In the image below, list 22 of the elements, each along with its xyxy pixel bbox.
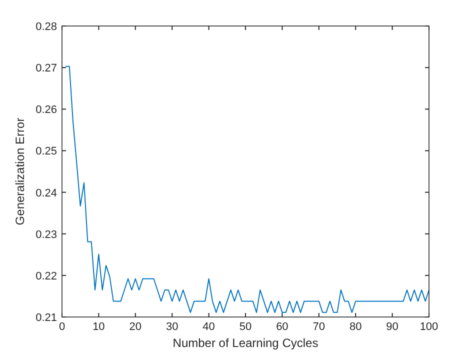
- x-axis-title: Number of Learning Cycles: [172, 336, 318, 350]
- line-series: [65, 66, 430, 313]
- x-tick-label: 40: [202, 321, 215, 333]
- y-tick-label: 0.28: [36, 21, 57, 33]
- x-tick-label: 20: [129, 321, 142, 333]
- x-tick-label: 50: [239, 321, 252, 333]
- x-tick-label: 90: [386, 321, 398, 333]
- x-tick-label: 10: [92, 321, 105, 333]
- y-tick-label: 0.23: [36, 228, 57, 241]
- x-tick-label: 80: [349, 321, 362, 333]
- y-tick-label: 0.25: [36, 146, 57, 158]
- y-tick-label: 0.27: [36, 62, 57, 75]
- y-tick-label: 0.24: [36, 187, 57, 200]
- x-tick-label: 60: [276, 321, 288, 333]
- x-tick-label: 0: [58, 321, 66, 333]
- x-tick-label: 70: [312, 321, 326, 333]
- y-tick-label: 0.21: [36, 312, 57, 324]
- x-tick-label: 30: [166, 321, 178, 333]
- x-tick-label: 100: [420, 321, 438, 333]
- y-tick-label: 0.22: [36, 270, 57, 282]
- y-axis-title: Generalization Error: [13, 118, 27, 226]
- y-tick-label: 0.26: [36, 104, 57, 116]
